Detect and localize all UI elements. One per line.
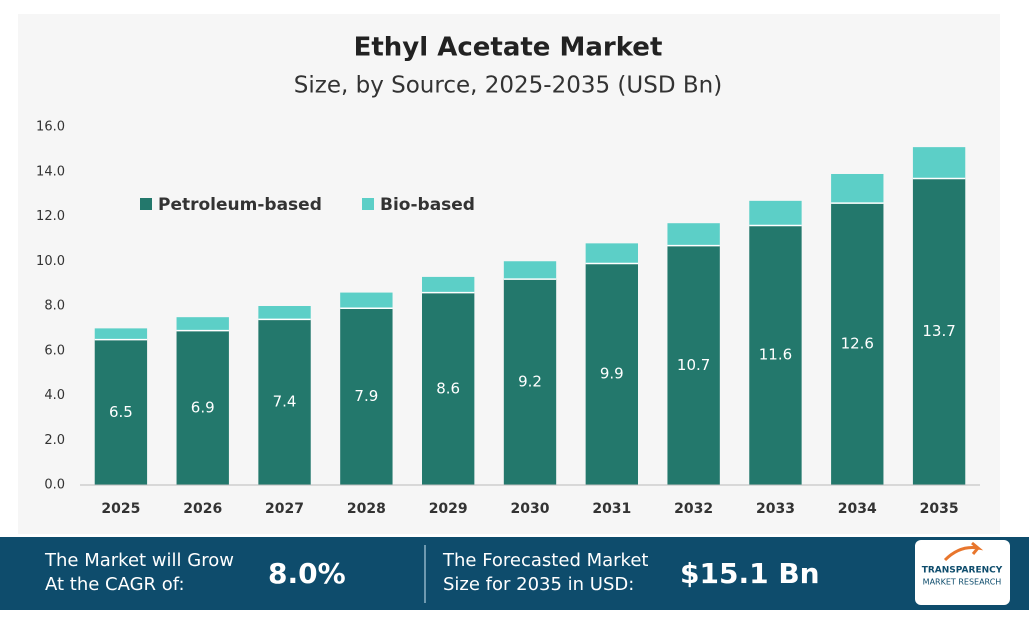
chart-title: Ethyl Acetate Market [354, 33, 663, 63]
logo-box [915, 540, 1010, 605]
y-tick-label: 2.0 [44, 433, 65, 448]
data-label: 12.6 [841, 335, 874, 353]
logo-text: TRANSPARENCY [922, 566, 1003, 576]
bar-segment [176, 317, 229, 331]
bar-segment [831, 173, 884, 204]
logo-icon [943, 541, 984, 562]
y-tick-label: 4.0 [44, 388, 65, 403]
x-tick-label: 2034 [838, 501, 877, 517]
x-tick-label: 2030 [511, 501, 550, 517]
y-tick-label: 6.0 [44, 343, 65, 358]
data-label: 6.9 [191, 398, 215, 416]
bar-segment [749, 200, 802, 226]
y-tick-label: 14.0 [36, 164, 65, 179]
data-label: 7.4 [273, 393, 297, 411]
forecast-text: Size for 2035 in USD: [443, 574, 634, 595]
bar-segment [422, 276, 475, 293]
banner [0, 537, 1029, 610]
bar-segment [585, 243, 638, 264]
bar-segment [94, 328, 148, 340]
legend-swatch [362, 198, 374, 210]
data-label: 9.9 [600, 365, 624, 383]
bar-segment [912, 147, 966, 179]
cagr-text: The Market will Grow [44, 550, 234, 571]
legend-label: Petroleum-based [158, 195, 322, 215]
x-tick-label: 2028 [347, 501, 386, 517]
x-tick-label: 2033 [756, 501, 795, 517]
bar-segment [340, 308, 393, 485]
x-tick-label: 2029 [429, 501, 468, 517]
y-tick-label: 0.0 [44, 478, 65, 493]
x-tick-label: 2032 [674, 501, 713, 517]
cagr-value: 8.0% [268, 557, 346, 590]
logo-text: MARKET RESEARCH [923, 578, 1002, 587]
data-label: 11.6 [759, 346, 792, 364]
data-label: 13.7 [922, 322, 955, 340]
y-tick-label: 16.0 [36, 120, 65, 135]
x-tick-label: 2035 [920, 501, 959, 517]
legend-swatch [140, 198, 152, 210]
legend-label: Bio-based [380, 195, 475, 215]
bar-segment [667, 245, 720, 485]
data-label: 9.2 [518, 373, 542, 391]
cagr-text: At the CAGR of: [45, 574, 185, 595]
x-tick-label: 2026 [183, 501, 222, 517]
bar-segment [503, 261, 557, 280]
x-tick-label: 2027 [265, 501, 304, 517]
y-tick-label: 12.0 [36, 209, 65, 224]
bar-segment [912, 178, 966, 485]
data-label: 6.5 [109, 403, 133, 421]
data-label: 7.9 [354, 387, 378, 405]
x-tick-label: 2025 [101, 501, 140, 517]
data-label: 8.6 [436, 379, 460, 397]
bar-segment [667, 223, 720, 246]
chart-subtitle: Size, by Source, 2025-2035 (USD Bn) [294, 73, 722, 99]
data-label: 10.7 [677, 356, 710, 374]
forecast-text: The Forecasted Market [442, 550, 648, 571]
bar-segment [831, 203, 884, 485]
bar-segment [503, 279, 557, 485]
bar-segment [340, 292, 393, 309]
bar-segment [94, 339, 148, 485]
x-tick-label: 2031 [592, 501, 631, 517]
bar-segment [585, 263, 638, 485]
bar-segment [422, 292, 475, 485]
bar-segment [258, 306, 311, 320]
y-tick-label: 10.0 [36, 254, 65, 269]
y-tick-label: 8.0 [44, 299, 65, 314]
bar-segment [258, 319, 311, 485]
bar-segment [749, 225, 802, 485]
bar-segment [176, 330, 229, 485]
forecast-value: $15.1 Bn [680, 557, 820, 590]
